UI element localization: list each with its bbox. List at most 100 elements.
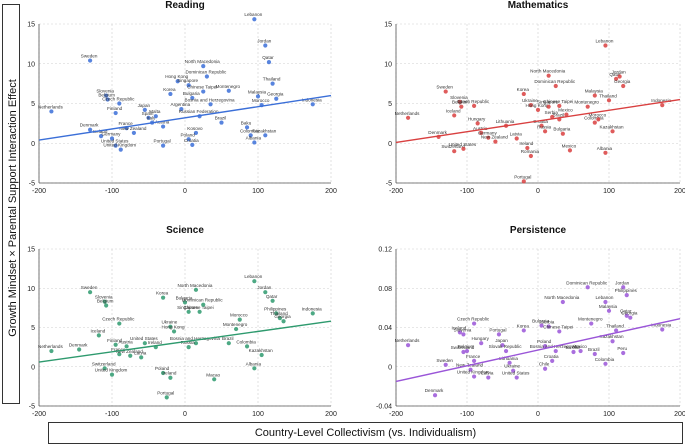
data-point	[553, 348, 558, 354]
point-label: Russia	[181, 340, 195, 345]
point-label: Czech Republic	[457, 317, 490, 322]
data-point	[186, 83, 191, 88]
data-point	[614, 328, 619, 333]
point-label: Indonesia	[651, 98, 671, 103]
point-label: Macao	[206, 372, 220, 377]
point-label: Georgia	[621, 311, 638, 316]
data-point	[208, 102, 213, 107]
point-label: Slovak Republic	[489, 344, 523, 349]
data-point	[104, 303, 109, 308]
point-label: Chinese Taipei	[187, 85, 217, 90]
x-tick-label: -200	[389, 188, 403, 195]
point-label: Sweden	[81, 285, 98, 290]
data-point	[521, 328, 526, 333]
point-label: United States	[101, 139, 129, 144]
point-label: Serbia	[545, 110, 559, 115]
point-label: Finland	[107, 338, 123, 343]
data-point	[226, 88, 231, 93]
data-point	[49, 109, 54, 114]
data-point	[118, 147, 123, 152]
point-label: Slovenia	[450, 95, 468, 100]
point-label: Czech Republic	[102, 317, 135, 322]
data-point	[503, 348, 509, 354]
point-label: Mexico	[558, 108, 573, 113]
data-point	[197, 309, 202, 314]
data-point	[171, 329, 177, 334]
data-point	[507, 360, 512, 365]
data-point	[603, 299, 608, 305]
data-point	[606, 98, 612, 103]
point-label: Jordan	[257, 285, 271, 290]
point-label: Albania	[246, 135, 262, 140]
point-label: Spain	[142, 111, 154, 116]
data-point	[193, 130, 199, 136]
point-label: Ukraine	[504, 364, 520, 369]
point-label: Iceland	[93, 129, 108, 134]
data-point	[539, 323, 544, 328]
point-label: France	[118, 121, 133, 126]
data-point	[543, 344, 548, 349]
chart-panel-4: -200 -100 0 100 200 -0.04 0 0.04 0.08 0.12 Persist…	[376, 225, 685, 418]
point-label: Hong Kong	[165, 74, 188, 79]
point-label: Dominican Republic	[182, 298, 224, 303]
point-label: Hungary	[468, 116, 486, 121]
data-point	[486, 375, 491, 380]
point-label: New Zealand	[119, 126, 147, 131]
data-point	[550, 358, 555, 363]
point-label: Portugal	[489, 327, 506, 332]
point-label: North Macedonia	[185, 59, 220, 64]
data-point	[452, 149, 457, 154]
data-point	[175, 79, 180, 84]
data-point	[660, 327, 665, 332]
point-label: Montenegro	[578, 317, 603, 322]
data-point	[113, 342, 118, 347]
x-tick-label: -200	[389, 411, 403, 418]
x-tick-label: -100	[105, 188, 119, 195]
chart-title: Reading	[165, 0, 204, 11]
data-point	[603, 150, 608, 155]
point-label: Baku	[241, 120, 252, 125]
point-label: Bulgaria	[176, 295, 193, 300]
point-label: Slovenia	[95, 295, 113, 300]
point-label: North Macedonia	[544, 295, 579, 300]
y-tick-label: 15	[27, 22, 35, 29]
data-point	[193, 287, 199, 292]
data-point	[161, 370, 166, 376]
data-point	[432, 393, 438, 398]
data-point	[270, 81, 275, 86]
point-label: North Macedonia	[530, 69, 565, 74]
data-point	[624, 293, 629, 298]
point-label: Ireland	[148, 340, 162, 345]
point-label: Lebanon	[596, 295, 614, 300]
x-tick-label: 200	[674, 188, 685, 195]
point-label: Philippines	[615, 288, 638, 293]
data-point	[105, 97, 110, 102]
data-point	[443, 362, 448, 367]
data-point	[161, 124, 166, 129]
point-label: Thailand	[263, 77, 281, 82]
x-axis-label-box: Country-Level Collectivism (vs. Individu…	[48, 422, 683, 444]
point-label: Hong Kong	[526, 103, 549, 108]
x-tick-label: -100	[460, 188, 474, 195]
data-point	[270, 298, 275, 303]
point-label: Korea	[517, 323, 530, 328]
data-point	[628, 315, 633, 320]
point-label: Poland	[537, 339, 552, 344]
trend-line	[395, 317, 681, 383]
point-label: Netherlands	[38, 104, 63, 109]
point-label: Netherlands	[38, 344, 63, 349]
data-point	[109, 372, 115, 377]
data-point	[528, 153, 534, 159]
point-label: Belgium	[452, 100, 469, 105]
x-tick-label: 0	[536, 188, 540, 195]
data-point	[263, 290, 268, 295]
y-tick-label: 0	[388, 141, 392, 148]
data-point	[475, 121, 480, 126]
point-label: Morocco	[230, 313, 248, 318]
y-axis-label-box: Growth Mindset × Parental Support Intera…	[2, 4, 20, 404]
data-point	[193, 341, 199, 346]
x-tick-label: 100	[252, 411, 264, 418]
data-point	[500, 343, 505, 348]
data-point	[164, 395, 169, 400]
data-point	[493, 139, 498, 144]
